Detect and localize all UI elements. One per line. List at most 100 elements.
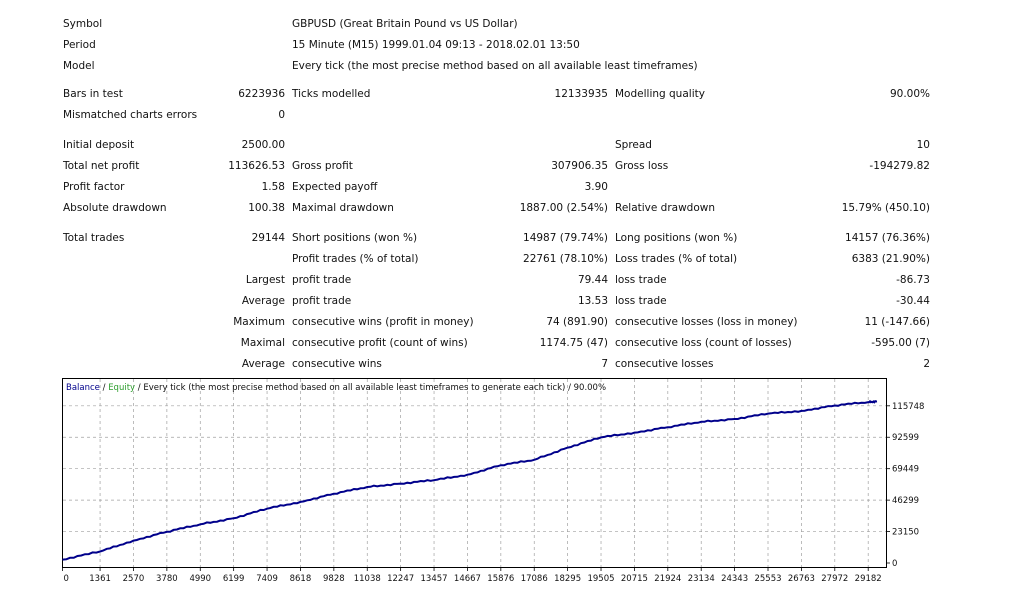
balance-line	[62, 399, 878, 561]
model-value: Every tick (the most precise method base…	[292, 60, 698, 72]
symbol-value: GBPUSD (Great Britain Pound vs US Dollar…	[292, 18, 518, 30]
gross-profit-label: Gross profit	[292, 160, 353, 172]
symbol-label: Symbol	[63, 18, 103, 30]
profit-trades-label: Profit trades (% of total)	[292, 253, 419, 265]
total-trades-label: Total trades	[63, 232, 125, 244]
avg-consec-wins-label: consecutive wins	[292, 358, 382, 370]
max-consec-wins-value: 74 (891.90)	[546, 316, 608, 328]
chart-grid	[62, 379, 890, 571]
period-value: 15 Minute (M15) 1999.01.04 09:13 - 2018.…	[292, 39, 580, 51]
largest-profit-label: profit trade	[292, 274, 352, 286]
x-tick-label: 12247	[387, 574, 414, 583]
loss-trades-label: Loss trades (% of total)	[615, 253, 738, 265]
mismatch-label: Mismatched charts errors	[63, 109, 198, 121]
spread-label: Spread	[615, 139, 652, 151]
legend-equity: Equity	[108, 383, 135, 393]
loss-trades-value: 6383 (21.90%)	[851, 253, 930, 265]
chart-series	[62, 399, 878, 561]
y-tick-label: 0	[892, 559, 897, 569]
net-profit-value: 113626.53	[228, 160, 285, 172]
x-tick-label: 3780	[156, 574, 178, 583]
x-tick-label: 29182	[855, 574, 882, 583]
legend-balance: Balance	[66, 383, 100, 393]
max-consec-wins-label: consecutive wins (profit in money)	[292, 316, 474, 328]
profit-factor-value: 1.58	[261, 181, 285, 193]
x-tick-label: 19505	[587, 574, 614, 583]
bars-label: Bars in test	[63, 88, 123, 100]
short-positions-label: Short positions (won %)	[292, 232, 418, 244]
average-profit-value: 13.53	[577, 295, 608, 307]
bars-value: 6223936	[238, 88, 285, 100]
mismatch-value: 0	[278, 109, 285, 121]
x-tick-label: 6199	[223, 574, 245, 583]
expected-payoff-value: 3.90	[584, 181, 608, 193]
maximal-prefix: Maximal	[240, 337, 285, 349]
spread-value: 10	[916, 139, 930, 151]
profit-trades-value: 22761 (78.10%)	[523, 253, 608, 265]
average-prefix-2: Average	[241, 358, 285, 370]
legend-sep: /	[100, 383, 108, 393]
gross-profit-value: 307906.35	[551, 160, 608, 172]
x-tick-label: 25553	[754, 574, 781, 583]
largest-profit-value: 79.44	[577, 274, 608, 286]
y-tick-label: 23150	[892, 528, 919, 538]
largest-loss-label: loss trade	[615, 274, 667, 286]
long-positions-value: 14157 (76.36%)	[845, 232, 930, 244]
average-prefix: Average	[241, 295, 285, 307]
model-label: Model	[63, 60, 95, 72]
avg-consec-losses-label: consecutive losses	[615, 358, 714, 370]
x-tick-label: 11038	[354, 574, 381, 583]
total-trades-value: 29144	[251, 232, 285, 244]
average-profit-label: profit trade	[292, 295, 352, 307]
x-tick-label: 23134	[688, 574, 715, 583]
average-loss-label: loss trade	[615, 295, 667, 307]
max-consec-losses-label: consecutive losses (loss in money)	[615, 316, 798, 328]
legend-description: / Every tick (the most precise method ba…	[135, 383, 606, 393]
short-positions-value: 14987 (79.74%)	[523, 232, 608, 244]
balance-chart: 0 23150 46299 69449 92599 115748 0 1361 2570 378…	[62, 378, 924, 583]
gross-loss-label: Gross loss	[615, 160, 669, 172]
y-axis-labels: 0 23150 46299 69449 92599 115748	[892, 402, 924, 569]
largest-loss-value: -86.73	[896, 274, 930, 286]
max-consec-losses-value: 11 (-147.66)	[864, 316, 930, 328]
profit-factor-label: Profit factor	[63, 181, 125, 193]
x-tick-label: 17086	[521, 574, 548, 583]
long-positions-label: Long positions (won %)	[615, 232, 738, 244]
maximal-consec-loss-value: -595.00 (7)	[871, 337, 930, 349]
x-tick-label: 7409	[256, 574, 278, 583]
x-tick-label: 15876	[487, 574, 514, 583]
abs-drawdown-value: 100.38	[248, 202, 285, 214]
y-tick-label: 115748	[892, 402, 924, 412]
quality-label: Modelling quality	[615, 88, 705, 100]
y-tick-label: 46299	[892, 496, 919, 506]
max-drawdown-label: Maximal drawdown	[292, 202, 394, 214]
average-loss-value: -30.44	[896, 295, 930, 307]
x-tick-label: 0	[64, 574, 69, 583]
x-axis-labels: 0 1361 2570 3780 4990 6199 7409 8618 9828 11038 12…	[64, 574, 882, 583]
x-tick-label: 27972	[821, 574, 848, 583]
ticks-value: 12133935	[554, 88, 608, 100]
maximum-prefix: Maximum	[233, 316, 285, 328]
y-tick-label: 92599	[892, 433, 919, 443]
x-tick-label: 20715	[621, 574, 648, 583]
rel-drawdown-label: Relative drawdown	[615, 202, 716, 214]
x-tick-label: 4990	[189, 574, 211, 583]
x-tick-label: 26763	[788, 574, 815, 583]
largest-prefix: Largest	[245, 274, 285, 286]
x-tick-label: 8618	[290, 574, 312, 583]
x-tick-label: 1361	[89, 574, 111, 583]
x-tick-label: 18295	[554, 574, 581, 583]
avg-consec-losses-value: 2	[923, 358, 930, 370]
quality-value: 90.00%	[889, 88, 930, 100]
max-drawdown-value: 1887.00 (2.54%)	[519, 202, 608, 214]
maximal-consec-profit-value: 1174.75 (47)	[539, 337, 608, 349]
ticks-label: Ticks modelled	[292, 88, 371, 100]
expected-payoff-label: Expected payoff	[292, 181, 378, 193]
avg-consec-wins-value: 7	[601, 358, 608, 370]
rel-drawdown-value: 15.79% (450.10)	[841, 202, 930, 214]
period-label: Period	[63, 39, 96, 51]
chart-legend: Balance / Equity / Every tick (the most …	[66, 383, 606, 393]
y-tick-label: 69449	[892, 465, 919, 475]
x-tick-label: 21924	[654, 574, 681, 583]
abs-drawdown-label: Absolute drawdown	[63, 202, 167, 214]
